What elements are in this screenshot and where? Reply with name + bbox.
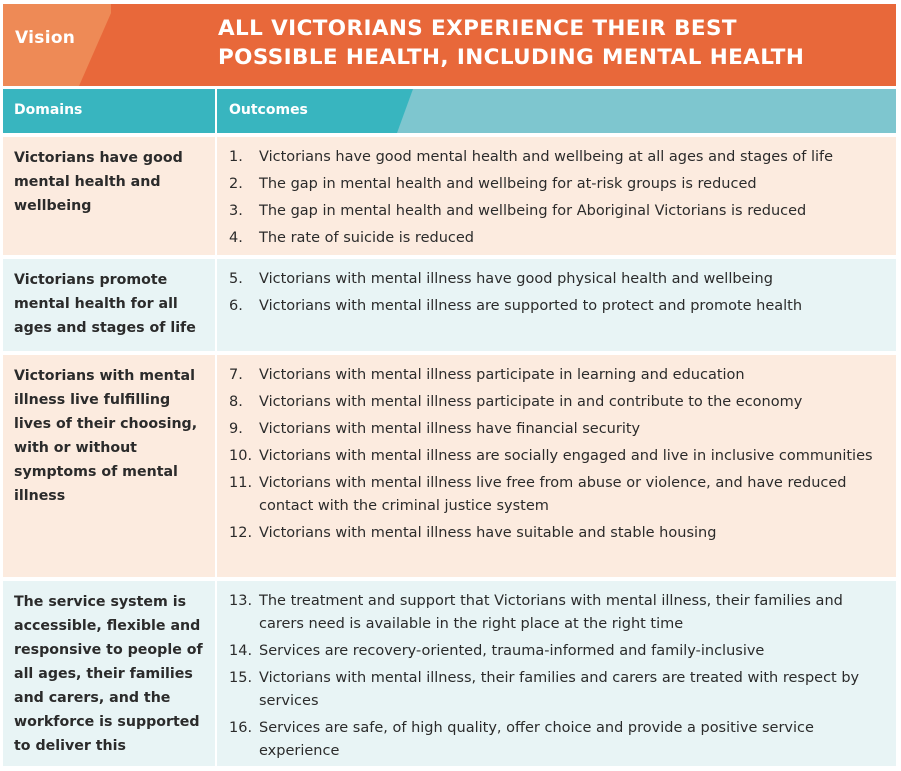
outcome-text: Victorians have good mental health and w…: [259, 149, 834, 165]
outcome-text: Victorians with mental illness participa…: [259, 367, 745, 383]
outcome-number: 5.: [229, 271, 243, 287]
outcome-list: 5. Victorians with mental illness have go…: [229, 268, 892, 322]
vision-statement-line-2: POSSIBLE HEALTH, INCLUDING MENTAL HEALTH: [218, 45, 805, 70]
table-row: The service system is accessible, flexib…: [3, 581, 896, 766]
outcome-text: Victorians with mental illness have good…: [259, 271, 773, 287]
domain-text: Victorians promote mental health for all…: [14, 272, 196, 336]
outcome-number: 1.: [229, 149, 243, 165]
outcome-item: 3. The gap in mental health and wellbeing…: [229, 200, 892, 223]
outcome-number: 13.: [229, 593, 253, 609]
outcome-item: 1. Victorians have good mental health and…: [229, 146, 892, 169]
table-row: Victorians with mental illness live fulf…: [3, 355, 896, 577]
outcome-text: Victorians with mental illness are socia…: [259, 448, 873, 464]
outcome-number: 4.: [229, 230, 243, 246]
outcome-item: 14. Services are recovery-oriented, traum…: [229, 640, 892, 663]
outcome-text: Services are safe, of high quality, offe…: [259, 720, 814, 759]
outcome-item: 6. Victorians with mental illness are sup…: [229, 295, 892, 318]
outcome-item: 2. The gap in mental health and wellbeing…: [229, 173, 892, 196]
outcome-number: 2.: [229, 176, 243, 192]
outcome-number: 7.: [229, 367, 243, 383]
outcome-text: Victorians with mental illness have suit…: [259, 525, 717, 541]
outcome-item: 16. Services are safe, of high quality, o…: [229, 717, 892, 763]
outcome-item: 5. Victorians with mental illness have go…: [229, 268, 892, 291]
domain-cell: Victorians promote mental health for all…: [3, 259, 215, 351]
header-domains: Domains: [3, 89, 215, 133]
outcome-item: 4. The rate of suicide is reduced: [229, 227, 892, 250]
outcome-number: 11.: [229, 475, 253, 491]
outcome-number: 12.: [229, 525, 253, 541]
outcome-item: 7. Victorians with mental illness partici…: [229, 364, 892, 387]
table-row: Victorians have good mental health and w…: [3, 137, 896, 255]
header-domains-label: Domains: [14, 102, 83, 118]
vision-statement-line-1: ALL VICTORIANS EXPERIENCE THEIR BEST: [218, 16, 737, 41]
outcome-list: 1. Victorians have good mental health and…: [229, 146, 892, 254]
domain-cell: Victorians with mental illness live fulf…: [3, 355, 215, 577]
outcomes-cell: 1. Victorians have good mental health and…: [217, 137, 896, 255]
outcome-item: 13. The treatment and support that Victor…: [229, 590, 892, 636]
outcome-text: The treatment and support that Victorian…: [259, 593, 843, 632]
vision-statement: ALL VICTORIANS EXPERIENCE THEIR BEST POS…: [218, 14, 804, 72]
domain-text: The service system is accessible, flexib…: [14, 594, 203, 754]
outcome-text: Victorians with mental illness have fina…: [259, 421, 641, 437]
outcome-text: Victorians with mental illness, their fa…: [259, 670, 860, 709]
outcome-item: 10. Victorians with mental illness are so…: [229, 445, 892, 468]
table-row: Victorians promote mental health for all…: [3, 259, 896, 351]
header-outcomes-label: Outcomes: [229, 102, 308, 118]
outcomes-framework-table: Vision ALL VICTORIANS EXPERIENCE THEIR B…: [3, 4, 896, 766]
outcome-text: The rate of suicide is reduced: [259, 230, 474, 246]
outcome-text: Services are recovery-oriented, trauma-i…: [259, 643, 765, 659]
outcome-number: 6.: [229, 298, 243, 314]
outcome-text: Victorians with mental illness participa…: [259, 394, 803, 410]
outcome-text: The gap in mental health and wellbeing f…: [259, 176, 757, 192]
outcomes-cell: 13. The treatment and support that Victor…: [217, 581, 896, 766]
domain-text: Victorians with mental illness live fulf…: [14, 368, 198, 504]
outcome-number: 8.: [229, 394, 243, 410]
outcome-number: 3.: [229, 203, 243, 219]
vision-label: Vision: [15, 28, 76, 48]
outcome-item: 8. Victorians with mental illness partici…: [229, 391, 892, 414]
table-header-row: Domains Outcomes: [3, 89, 896, 133]
outcome-text: Victorians with mental illness are suppo…: [259, 298, 803, 314]
vision-banner: Vision ALL VICTORIANS EXPERIENCE THEIR B…: [3, 4, 896, 86]
header-outcomes-slant: [217, 89, 413, 133]
domain-cell: Victorians have good mental health and w…: [3, 137, 215, 255]
outcome-number: 10.: [229, 448, 253, 464]
outcome-item: 9. Victorians with mental illness have fi…: [229, 418, 892, 441]
domain-text: Victorians have good mental health and w…: [14, 150, 183, 214]
outcome-list: 13. The treatment and support that Victor…: [229, 590, 892, 767]
outcomes-cell: 7. Victorians with mental illness partici…: [217, 355, 896, 577]
outcome-number: 14.: [229, 643, 253, 659]
outcome-list: 7. Victorians with mental illness partici…: [229, 364, 892, 549]
outcome-number: 16.: [229, 720, 253, 736]
outcome-text: The gap in mental health and wellbeing f…: [259, 203, 807, 219]
header-outcomes: Outcomes: [217, 89, 896, 133]
outcome-item: 15. Victorians with mental illness, their…: [229, 667, 892, 713]
outcome-item: 12. Victorians with mental illness have s…: [229, 522, 892, 545]
outcome-number: 9.: [229, 421, 243, 437]
outcome-item: 11. Victorians with mental illness live f…: [229, 472, 892, 518]
outcome-number: 15.: [229, 670, 253, 686]
outcome-text: Victorians with mental illness live free…: [259, 475, 847, 514]
domain-cell: The service system is accessible, flexib…: [3, 581, 215, 766]
outcomes-cell: 5. Victorians with mental illness have go…: [217, 259, 896, 351]
